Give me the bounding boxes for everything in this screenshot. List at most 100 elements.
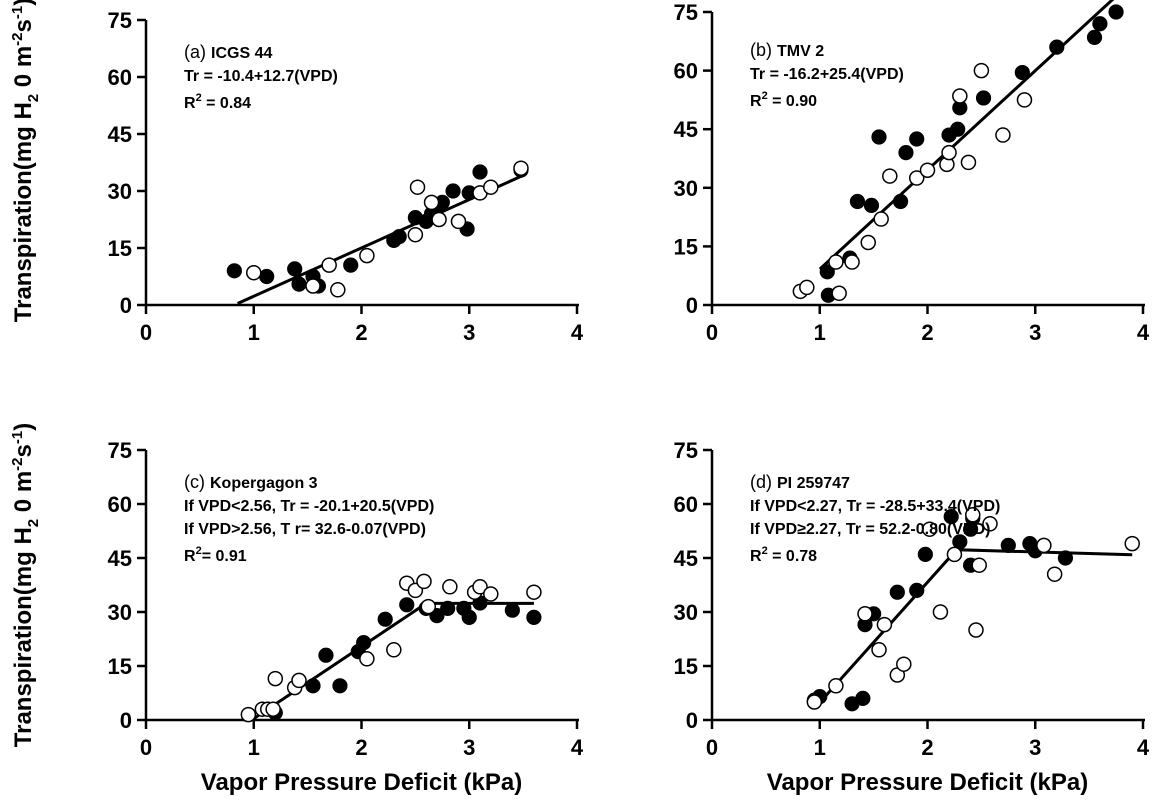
data-point-filled [952,534,968,550]
data-point-open [860,234,876,251]
data-point-filled [1000,537,1016,554]
y-tick-label: 45 [674,117,698,142]
data-point-filled [461,609,477,626]
data-point-open [409,179,426,195]
data-point-filled [863,197,880,213]
data-point-open [267,670,284,687]
data-point-open [359,651,375,667]
y-tick-label: 0 [120,293,132,318]
y-tick-label: 75 [108,8,132,33]
data-point-open [246,264,262,281]
x-tick-label: 4 [571,735,584,760]
x-tick-label: 1 [814,735,826,760]
y-tick-label: 0 [120,708,132,733]
data-point-filled [291,276,307,292]
x-tick-label: 3 [1029,320,1041,345]
data-point-filled [318,647,334,663]
equation: If VPD<2.27, Tr = -28.5+33.4(VPD) [750,498,1000,515]
data-point-open [483,586,499,602]
data-point-open [971,557,987,573]
data-point-open [952,88,968,104]
data-point-filled [943,508,959,525]
data-point-open [831,285,847,302]
data-point-filled [898,145,914,161]
y-tick-label: 75 [674,0,698,25]
regression-line [250,601,534,722]
data-point-open [472,579,488,595]
data-point-open [423,194,440,211]
panel-a: 0 1 2 3 4 0 15 30 45 60 75 (a) ICGS 44 Tr = -10.4+12… [9,0,584,345]
data-point-open [442,579,458,595]
data-point-open [1124,535,1140,552]
data-point-filled [356,634,372,651]
data-point-filled [399,597,415,613]
y-tick-label: 15 [108,236,132,261]
x-tick-label: 2 [355,320,367,345]
r-squared: R2= 0.91 [184,545,247,565]
data-point-open [291,672,307,689]
x-tick-label: 2 [355,735,367,760]
x-tick-label: 0 [706,320,718,345]
x-tick-label: 4 [1137,320,1150,345]
panel-d: 0 1 2 3 4 0 15 30 45 60 75 (d) PI 259747 If VPD<2.27… [674,438,1150,796]
x-tick-label: 4 [1137,735,1150,760]
data-point-filled [855,690,871,707]
x-tick-label: 2 [921,735,933,760]
x-tick-label: 0 [706,735,718,760]
data-point-filled [440,600,456,617]
data-point-open [844,254,860,270]
x-axis-title: Vapor Pressure Deficit (kPa) [201,769,522,796]
data-point-open [908,170,925,186]
r-squared: R2 = 0.90 [750,90,817,110]
data-point-open [431,211,447,228]
data-point-open [1016,92,1033,108]
y-tick-label: 45 [108,546,132,571]
data-point-filled [332,678,348,694]
data-point-open [941,144,957,161]
data-point-open [876,616,893,633]
equation: If VPD<2.56, Tr = -20.1+20.5(VPD) [184,498,434,515]
data-point-open [871,642,887,658]
panel-c: 0 1 2 3 4 0 15 30 45 60 75 (c) Kopergagon 3 If VPD<2… [9,423,584,796]
data-point-open [420,598,437,615]
data-point-filled [259,268,275,285]
data-point-open [483,179,499,195]
y-tick-label: 0 [686,293,698,318]
y-tick-label: 0 [686,708,698,733]
data-point-filled [917,546,933,563]
y-tick-label: 60 [108,65,132,90]
panel-b: 0 1 2 3 4 0 15 30 45 60 75 (b) TMV 2 Tr = -16.2+25.4… [674,0,1150,345]
x-axis-title: Vapor Pressure Deficit (kPa) [767,769,1088,796]
x-tick-label: 4 [571,320,584,345]
data-point-filled [909,582,925,599]
data-point-open [960,154,977,171]
data-point-filled [526,609,542,626]
x-tick-label: 1 [248,735,260,760]
data-point-filled [1092,16,1108,32]
equation: Tr = -16.2+25.4(VPD) [750,66,904,83]
data-point-open [873,211,889,227]
y-tick-label: 30 [108,600,132,625]
y-tick-label: 30 [674,176,698,201]
data-point-open [973,62,990,79]
regression-line [818,0,1115,271]
data-point-open [828,254,844,270]
data-point-open [828,678,844,694]
y-axis-title: Transpiration(mg H2 0 m-2s-1) [9,0,42,322]
data-point-filled [1049,39,1065,55]
data-point-open [450,213,467,230]
y-tick-label: 45 [108,122,132,147]
y-tick-label: 60 [674,492,698,517]
x-tick-label: 3 [463,735,475,760]
r-squared: R2 = 0.78 [750,545,817,565]
data-point-filled [226,263,242,279]
data-point-open [857,606,873,622]
data-point-open [526,584,542,600]
data-point-open [995,127,1011,143]
data-point-filled [975,90,992,106]
data-point-filled [472,164,488,180]
panel-label: (b) TMV 2 [750,40,824,60]
data-point-filled [1108,4,1124,20]
data-point-filled [1057,550,1074,566]
